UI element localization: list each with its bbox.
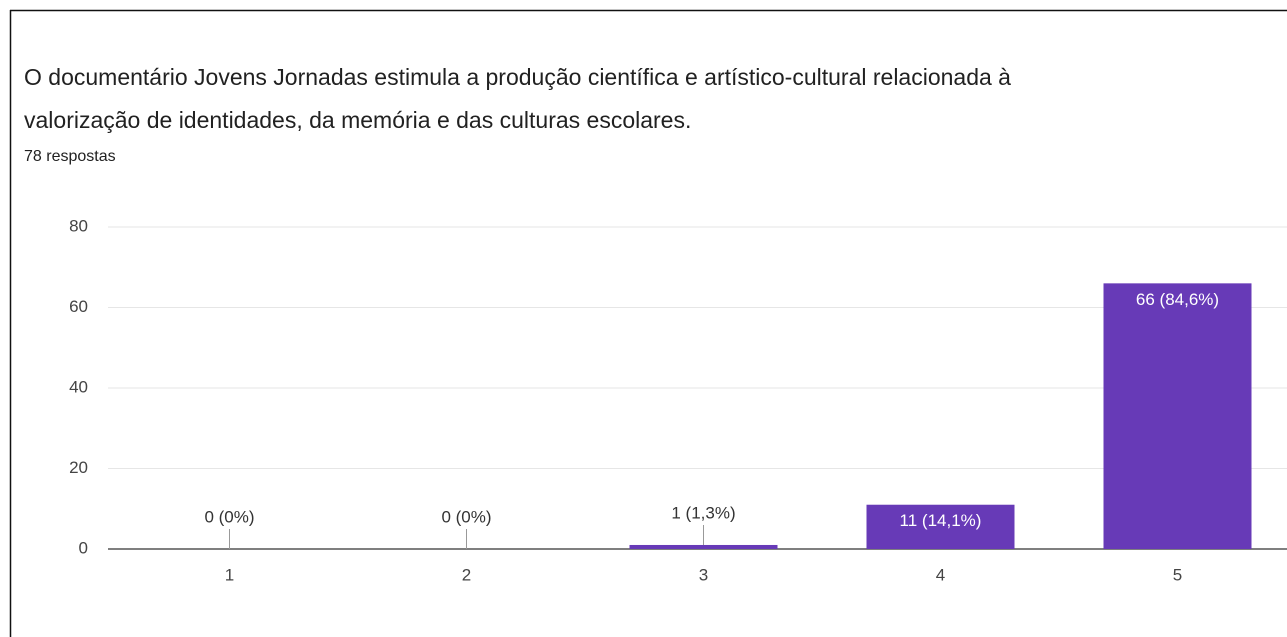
y-tick-label: 60 <box>69 297 88 316</box>
y-tick-label: 0 <box>79 538 88 557</box>
bar <box>629 544 778 549</box>
chart-title-line: valorização de identidades, da memória e… <box>24 107 691 133</box>
y-tick-label: 80 <box>69 216 88 235</box>
chart-title: O documentário Jovens Jornadas estimula … <box>24 64 1011 90</box>
y-tick-label: 20 <box>69 458 88 477</box>
x-tick-label: 3 <box>699 565 708 584</box>
data-label: 0 (0%) <box>441 507 491 526</box>
chart-subtitle: 78 respostas <box>24 148 116 165</box>
bar <box>866 504 1015 549</box>
data-label: 0 (0%) <box>204 507 254 526</box>
x-tick-label: 1 <box>225 565 234 584</box>
x-tick-label: 4 <box>936 565 945 584</box>
x-tick-label: 5 <box>1173 565 1182 584</box>
data-label: 1 (1,3%) <box>671 503 735 522</box>
bar <box>1103 283 1252 549</box>
x-tick-label: 2 <box>462 565 471 584</box>
data-label: 66 (84,6%) <box>1136 290 1219 309</box>
y-tick-label: 40 <box>69 377 88 396</box>
data-label: 11 (14,1%) <box>900 511 982 530</box>
